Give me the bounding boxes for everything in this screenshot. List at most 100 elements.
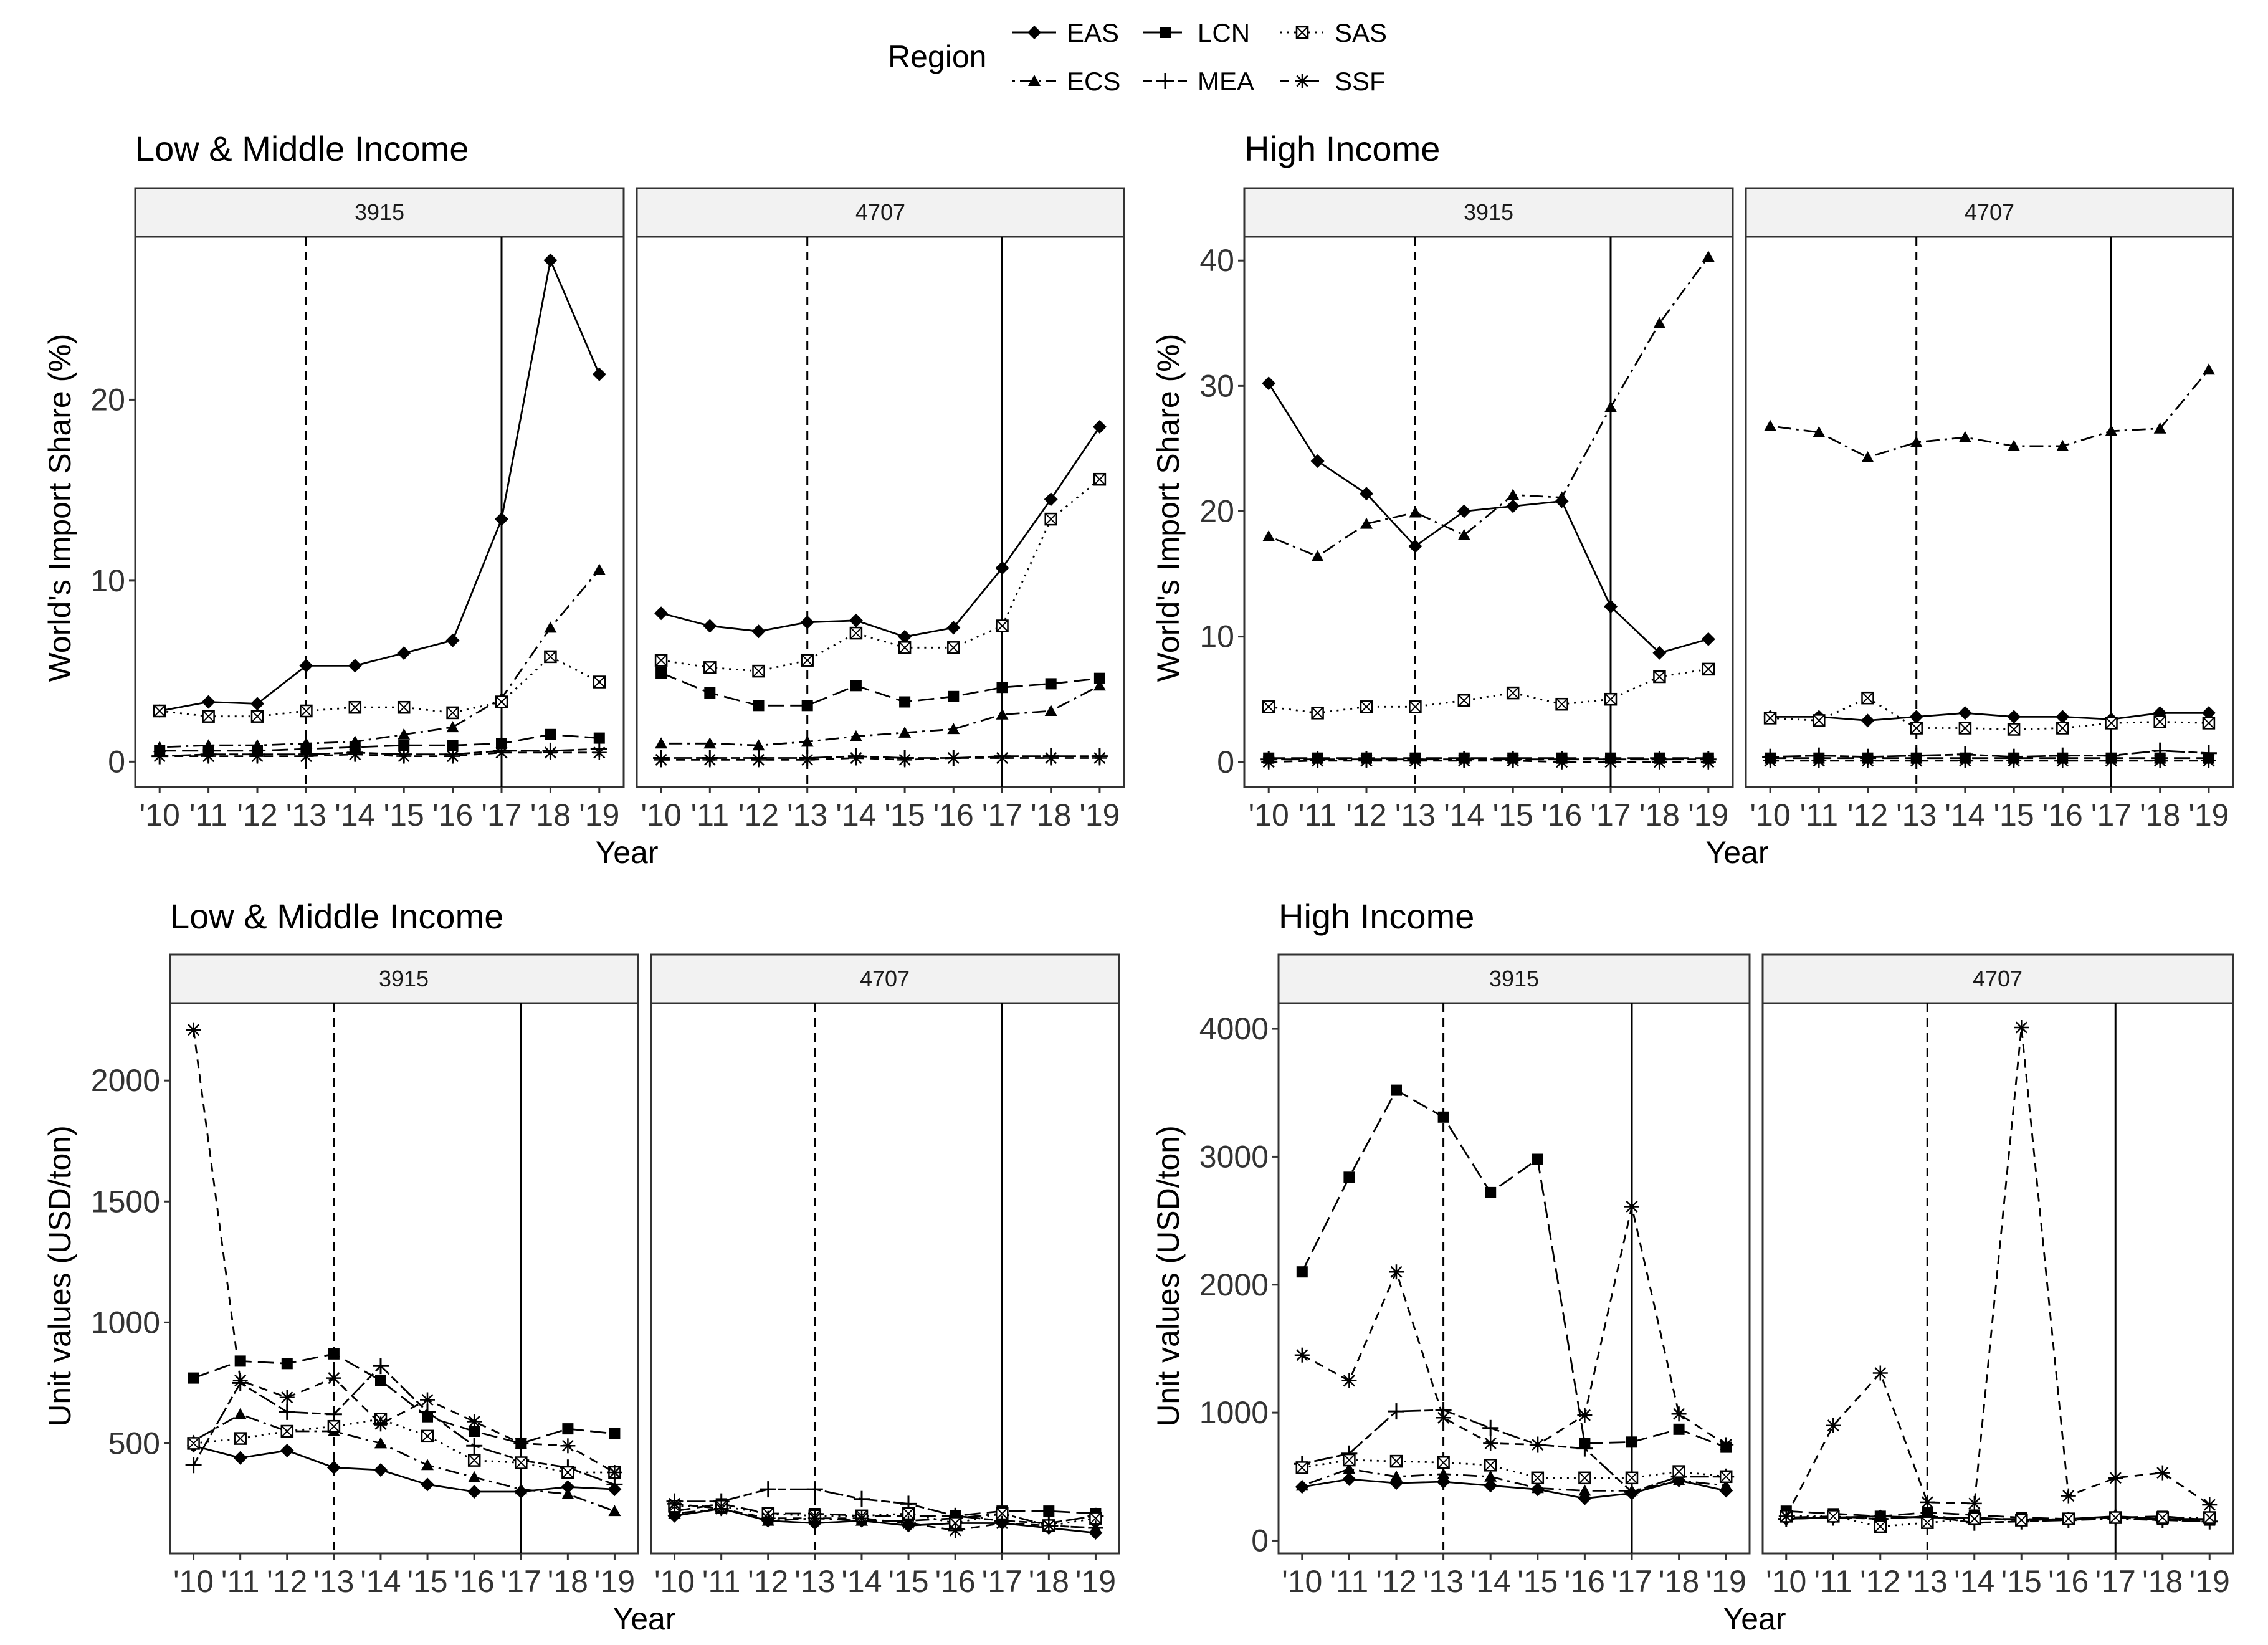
data-point-ssf — [1652, 754, 1667, 770]
x-tick-label: '11 — [702, 1564, 740, 1599]
data-point-sas — [515, 1456, 528, 1469]
x-tick-label: '14 — [1945, 798, 1985, 832]
chart-title: High Income — [1244, 129, 1440, 168]
data-point-ssf — [1577, 1408, 1593, 1423]
data-point-sas — [1531, 1471, 1545, 1485]
data-point-lcn — [469, 1426, 480, 1437]
facet-strip — [169, 953, 639, 1004]
data-point-eas — [1457, 504, 1471, 518]
data-point-ecs — [398, 728, 411, 740]
facet-4707: 4707 '10'11'12'13'14'15'16'17'18'19 — [1761, 953, 2234, 1599]
data-point-ecs — [1409, 506, 1422, 518]
x-tick-label: '18 — [1031, 798, 1071, 832]
x-tick-label: '12 — [1376, 1564, 1416, 1599]
series-line-lcn — [160, 733, 599, 752]
data-point-mea — [325, 1406, 342, 1423]
data-point-sas — [654, 654, 668, 667]
data-point-ecs — [1262, 530, 1275, 541]
data-point-ssf — [2006, 753, 2022, 768]
data-point-eas — [280, 1444, 294, 1457]
data-point-ssf — [1294, 1347, 1310, 1363]
y-tick-label: 40 — [1199, 243, 1234, 278]
data-point-ssf — [1908, 753, 1924, 768]
panel-frame — [650, 1002, 1120, 1555]
data-point-sas — [1921, 1516, 1934, 1529]
chart-title: High Income — [1279, 897, 1474, 936]
data-point-ssf — [848, 750, 864, 766]
data-point-lcn — [753, 700, 765, 712]
data-point-sas — [250, 710, 264, 723]
x-tick-label: '19 — [2188, 798, 2229, 832]
data-point-sas — [1343, 1453, 1356, 1467]
data-point-eas — [446, 633, 460, 647]
data-point-ecs — [1093, 679, 1106, 691]
facet-strip-label: 3915 — [1464, 199, 1513, 225]
data-point-sas — [1457, 694, 1471, 707]
data-point-ecs — [1507, 489, 1520, 500]
data-point-ecs — [1295, 1479, 1308, 1491]
x-tick-label: '15 — [885, 798, 925, 832]
data-point-sas — [1484, 1459, 1497, 1472]
series-line-lcn — [674, 1502, 1096, 1517]
data-point-ecs — [1311, 550, 1324, 561]
x-tick-label: '14 — [360, 1564, 401, 1599]
data-point-sas — [300, 704, 313, 718]
data-point-eas — [397, 646, 411, 660]
data-point-lcn — [188, 1372, 199, 1384]
x-tick-label: '15 — [1994, 798, 2034, 832]
data-point-ecs — [752, 739, 765, 751]
x-tick-label: '10 — [654, 1564, 695, 1599]
facet-strip — [1277, 953, 1751, 1004]
data-point-ssf — [494, 745, 509, 760]
legend-key-ssf — [1280, 74, 1324, 88]
data-point-ssf — [1505, 753, 1521, 768]
data-point-eas — [2201, 706, 2216, 720]
data-point-ssf — [232, 1373, 248, 1388]
data-point-ssf — [1826, 1418, 1841, 1433]
facet-strip-label: 4707 — [855, 199, 905, 225]
series-line-mea — [160, 748, 599, 757]
data-point-sas — [752, 664, 765, 678]
y-axis-title: Unit values (USD/ton) — [1151, 1125, 1186, 1427]
x-tick-label: '12 — [1860, 1564, 1900, 1599]
x-axis-title: Year — [612, 1601, 675, 1636]
data-point-eas — [1506, 499, 1520, 513]
data-point-ecs — [2008, 439, 2021, 451]
x-tick-label: '13 — [794, 1564, 835, 1599]
data-point-eas — [2056, 710, 2070, 724]
data-point-lcn — [1043, 1505, 1055, 1517]
data-point-sas — [187, 1437, 200, 1450]
data-point-ecs — [1604, 401, 1617, 412]
data-point-lcn — [1437, 1111, 1449, 1123]
data-point-ecs — [2202, 363, 2215, 375]
data-point-ssf — [396, 748, 412, 764]
x-tick-label: '18 — [1029, 1564, 1069, 1599]
data-point-sas — [1295, 1461, 1309, 1474]
data-point-lcn — [850, 680, 862, 692]
series-line-lcn — [1786, 1510, 2210, 1521]
x-tick-label: '16 — [454, 1564, 495, 1599]
facet-strip-label: 3915 — [355, 199, 404, 225]
data-point-ecs — [446, 721, 459, 733]
data-point-ecs — [234, 1408, 247, 1419]
data-point-eas — [1958, 706, 1972, 720]
series-line-sas — [1770, 697, 2209, 730]
data-point-sas — [1578, 1471, 1591, 1485]
x-tick-label: '14 — [1444, 798, 1484, 832]
x-tick-label: '17 — [2095, 1564, 2136, 1599]
data-point-ecs — [703, 737, 717, 749]
data-point-eas — [374, 1463, 388, 1477]
data-point-ssf — [326, 1370, 341, 1386]
data-point-eas — [1701, 632, 1715, 646]
data-point-sas — [2153, 715, 2166, 728]
data-point-sas — [495, 695, 508, 708]
x-tick-label: '14 — [1954, 1564, 1994, 1599]
data-point-sas — [561, 1466, 574, 1479]
data-point-mea — [1624, 1484, 1640, 1500]
data-point-sas — [1311, 707, 1324, 720]
data-point-sas — [202, 710, 215, 723]
data-point-ecs — [515, 1483, 528, 1495]
series-line-eas — [1302, 1478, 1727, 1500]
x-tick-label: '13 — [313, 1564, 354, 1599]
